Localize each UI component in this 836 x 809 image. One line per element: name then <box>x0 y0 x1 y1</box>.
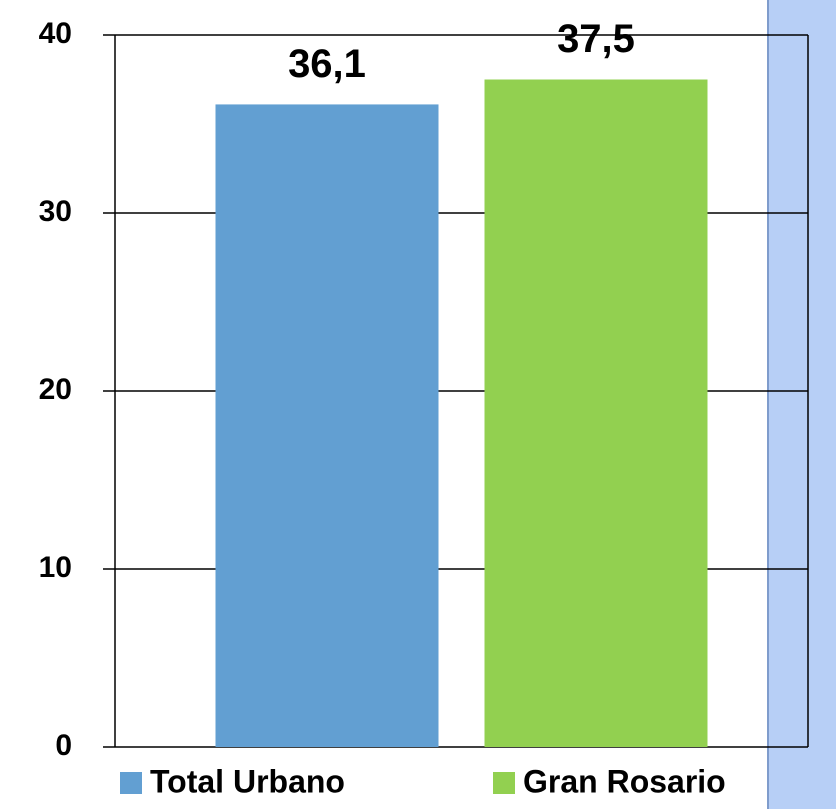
bar <box>484 79 708 747</box>
y-tick-label: 20 <box>39 373 72 406</box>
value-label: 36,1 <box>288 42 366 86</box>
y-tick-label: 40 <box>39 17 72 50</box>
legend-swatch <box>493 772 515 794</box>
y-tick-label: 10 <box>39 551 72 584</box>
legend-label: Gran Rosario <box>523 763 726 799</box>
legend-swatch <box>120 772 142 794</box>
y-tick-label: 30 <box>39 195 72 228</box>
bar <box>215 104 439 748</box>
value-label: 37,5 <box>557 17 635 61</box>
y-tick-label: 0 <box>55 729 72 762</box>
legend-label: Total Urbano <box>150 763 345 799</box>
side-panel <box>768 0 836 809</box>
